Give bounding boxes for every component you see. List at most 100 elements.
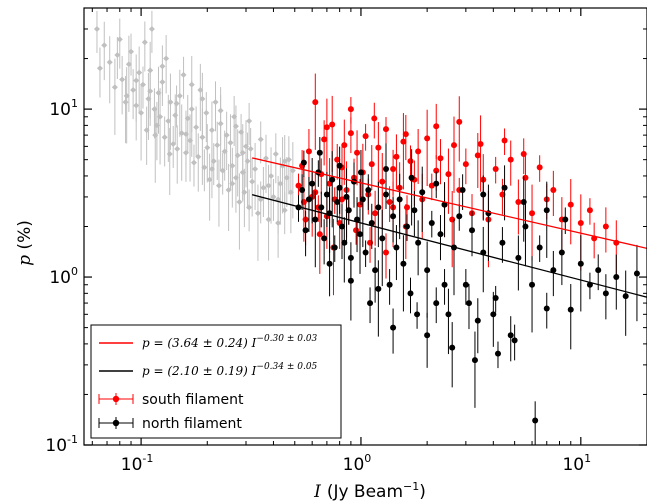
data-point (190, 144, 197, 187)
point-marker (507, 332, 514, 339)
data-point (180, 56, 187, 99)
data-point (334, 186, 341, 222)
point-marker (368, 161, 375, 168)
legend-label-fit-south-exp: −0.30 ± 0.03 (256, 334, 317, 344)
point-marker (347, 106, 354, 113)
point-marker (367, 300, 374, 307)
point-marker (217, 107, 224, 114)
point-marker (393, 153, 400, 160)
data-point (415, 220, 422, 276)
point-marker (602, 290, 609, 297)
data-point (254, 184, 261, 261)
data-point (536, 155, 543, 182)
point-marker (550, 186, 557, 193)
legend-marker-south-dot (112, 395, 120, 403)
point-marker (390, 324, 397, 331)
data-point (305, 128, 312, 184)
data-point (375, 260, 382, 337)
point-marker (329, 121, 336, 128)
point-marker (309, 180, 316, 187)
x-axis-label-exp: −1 (403, 480, 419, 493)
x-tick-label: 10-1 (121, 452, 154, 475)
point-marker (214, 142, 221, 149)
data-point (122, 76, 129, 144)
data-point (480, 175, 487, 221)
point-marker (383, 165, 390, 172)
data-point (507, 316, 514, 362)
point-marker (529, 210, 536, 217)
data-point (193, 106, 200, 157)
point-marker (341, 142, 348, 149)
legend-marker-south (98, 393, 134, 405)
point-marker (407, 290, 414, 297)
point-marker (419, 189, 426, 196)
point-marker (316, 149, 323, 156)
point-marker (170, 140, 177, 147)
data-point (281, 135, 288, 203)
data-point (390, 308, 397, 354)
data-layer (93, 10, 640, 445)
data-point (148, 10, 155, 53)
data-point (139, 66, 146, 109)
point-marker (492, 165, 499, 172)
data-point (383, 233, 390, 279)
data-point (550, 170, 557, 216)
point-marker (365, 186, 372, 193)
point-marker (558, 249, 565, 256)
y-tick-label: 101 (49, 97, 78, 120)
point-marker (180, 71, 187, 78)
data-point (201, 149, 208, 192)
data-point (407, 277, 414, 314)
point-marker (602, 223, 609, 230)
data-point (396, 173, 403, 240)
data-point (277, 157, 284, 225)
point-marker (167, 99, 174, 106)
data-point (157, 88, 164, 165)
data-point (424, 312, 431, 368)
point-marker (148, 25, 155, 32)
data-point (244, 132, 251, 209)
point-marker (407, 158, 414, 165)
point-marker (138, 109, 145, 116)
point-marker (490, 311, 497, 318)
point-marker (456, 118, 463, 125)
data-point (400, 113, 407, 190)
point-marker (123, 92, 130, 99)
x-tick-label: 100 (343, 452, 372, 475)
point-marker (400, 138, 407, 145)
data-point (437, 139, 444, 185)
series-0 (93, 10, 296, 261)
point-marker (424, 332, 431, 339)
data-point (433, 103, 440, 159)
x-axis-label-var: I (313, 482, 321, 502)
data-point (379, 209, 386, 287)
point-marker (390, 165, 397, 172)
point-marker (133, 77, 140, 84)
data-point (203, 92, 210, 143)
point-marker (334, 198, 341, 205)
data-point (321, 219, 328, 265)
point-marker (501, 137, 508, 144)
data-point (402, 114, 409, 161)
legend-marker-north-dot (112, 419, 120, 427)
point-marker (339, 223, 346, 230)
point-marker (469, 227, 476, 234)
data-point (520, 138, 527, 175)
data-point (365, 174, 372, 210)
x-axis-label: I (Jy Beam−1) (313, 480, 426, 502)
data-point (558, 230, 565, 286)
point-marker (111, 84, 118, 91)
point-marker (246, 204, 253, 211)
point-marker (321, 136, 328, 143)
point-marker (465, 300, 472, 307)
data-point (501, 128, 508, 156)
point-marker (281, 158, 288, 165)
point-marker (433, 300, 440, 307)
data-point (247, 128, 254, 179)
point-marker (195, 153, 202, 160)
point-marker (456, 213, 463, 220)
data-point (316, 137, 323, 173)
point-marker (176, 92, 183, 99)
point-marker (577, 260, 584, 267)
data-point (96, 47, 103, 98)
